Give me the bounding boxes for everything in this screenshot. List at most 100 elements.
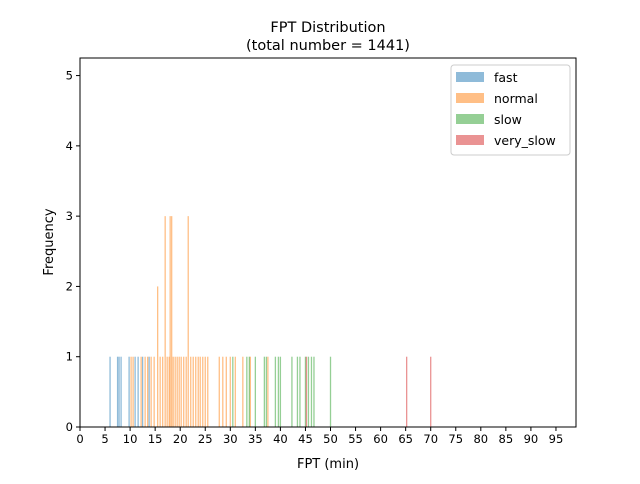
bar-normal-11 <box>166 356 168 427</box>
bar-normal-5 <box>150 356 152 427</box>
bar-slow-7 <box>277 356 280 427</box>
bar-normal-25 <box>195 356 197 427</box>
y-tick-label-1: 1 <box>66 350 73 364</box>
y-axis-label: Frequency <box>42 208 57 275</box>
bar-normal-6 <box>153 356 155 427</box>
x-tick-label-80: 80 <box>473 432 488 446</box>
x-tick-label-40: 40 <box>273 432 288 446</box>
bar-very_slow-2 <box>430 356 432 427</box>
bar-fast-2 <box>118 356 120 427</box>
bar-normal-14 <box>171 216 173 427</box>
bar-slow-6 <box>274 356 277 427</box>
x-tick-label-55: 55 <box>348 432 363 446</box>
legend-label-very_slow: very_slow <box>494 133 556 148</box>
y-tick-label-5: 5 <box>66 69 73 83</box>
bar-normal-36 <box>242 356 244 427</box>
bar-normal-33 <box>225 356 227 427</box>
axes-layer <box>79 57 577 428</box>
x-tick-label-0: 0 <box>76 432 83 446</box>
bar-slow-0 <box>232 356 234 427</box>
x-tick-label-90: 90 <box>524 432 539 446</box>
bar-normal-32 <box>222 356 224 427</box>
bar-slow-2 <box>248 356 250 427</box>
bar-normal-2 <box>140 356 142 427</box>
bar-normal-24 <box>192 356 194 427</box>
bar-slow-3 <box>254 356 256 427</box>
chart-title-line-2: (total number = 1441) <box>246 38 410 54</box>
bar-normal-10 <box>164 216 166 427</box>
x-ticks: 0 5 10 15 20 25 30 35 40 45 50 55 60 65 70 75 80 85 90 95 <box>76 427 563 446</box>
bar-normal-3 <box>144 356 146 427</box>
legend-swatch-normal <box>456 93 484 103</box>
chart-title: FPT Distribution (total number = 1441) <box>246 20 410 54</box>
x-tick-label-20: 20 <box>173 432 188 446</box>
bar-normal-8 <box>159 356 161 427</box>
y-tick-label-2: 2 <box>66 279 73 293</box>
bar-fast-3 <box>120 356 122 427</box>
x-tick-label-25: 25 <box>198 432 213 446</box>
bar-normal-38 <box>267 356 269 427</box>
legend: fast normal slow very_slow <box>450 64 571 156</box>
bar-normal-22 <box>187 216 189 427</box>
bar-slow-9 <box>291 356 293 427</box>
bar-slow-15 <box>313 356 315 427</box>
x-axis-label: FPT (min) <box>297 457 359 472</box>
bar-normal-34 <box>229 356 231 427</box>
bar-normal-37 <box>249 356 251 427</box>
bar-normal-20 <box>183 356 185 427</box>
x-tick-label-15: 15 <box>148 432 163 446</box>
plot-frame <box>79 57 577 428</box>
bar-normal-4 <box>146 356 149 427</box>
bar-slow-11 <box>299 356 301 427</box>
y-ticks: 0 1 2 3 4 5 <box>66 69 80 434</box>
bar-normal-19 <box>180 356 182 427</box>
legend-swatch-slow <box>456 114 484 124</box>
bar-normal-13 <box>169 216 171 427</box>
bar-normal-35 <box>234 356 236 427</box>
y-tick-label-3: 3 <box>66 209 73 223</box>
bar-normal-30 <box>207 356 209 427</box>
bar-slow-16 <box>329 356 332 427</box>
bar-slow-8 <box>279 356 282 427</box>
legend-label-slow: slow <box>494 112 522 127</box>
bar-normal-26 <box>197 356 199 427</box>
bar-normal-27 <box>199 356 201 427</box>
bar-normal-0 <box>130 356 132 427</box>
bar-normal-9 <box>162 356 164 427</box>
bar-slow-5 <box>265 356 268 427</box>
bar-normal-17 <box>176 356 178 427</box>
bar-normal-12 <box>168 356 170 427</box>
legend-box <box>450 64 571 156</box>
bar-slow-13 <box>307 356 310 427</box>
bar-fast-0 <box>109 356 111 427</box>
bars-layer <box>109 216 432 427</box>
bar-slow-10 <box>296 356 299 427</box>
x-tick-label-65: 65 <box>398 432 413 446</box>
bar-fast-8 <box>148 356 150 427</box>
bar-fast-6 <box>137 356 139 427</box>
bar-slow-14 <box>310 356 313 427</box>
bar-normal-28 <box>202 356 204 427</box>
x-tick-label-95: 95 <box>549 432 564 446</box>
legend-label-fast: fast <box>494 70 518 85</box>
legend-label-normal: normal <box>494 91 538 106</box>
legend-swatch-fast <box>456 72 484 82</box>
bar-fast-1 <box>116 356 119 427</box>
bar-normal-23 <box>190 356 192 427</box>
bar-normal-18 <box>178 356 180 427</box>
bar-very_slow-1 <box>406 356 408 427</box>
x-tick-label-50: 50 <box>323 432 338 446</box>
bar-normal-21 <box>185 356 187 427</box>
bar-normal-7 <box>157 286 159 427</box>
bar-fast-7 <box>141 356 144 427</box>
bar-normal-16 <box>174 356 176 427</box>
x-tick-label-45: 45 <box>298 432 313 446</box>
bar-fast-4 <box>128 356 130 427</box>
bar-fast-5 <box>134 356 136 427</box>
y-tick-label-4: 4 <box>66 139 73 153</box>
bar-normal-1 <box>132 356 134 427</box>
bar-slow-12 <box>304 356 307 427</box>
x-tick-label-85: 85 <box>499 432 514 446</box>
